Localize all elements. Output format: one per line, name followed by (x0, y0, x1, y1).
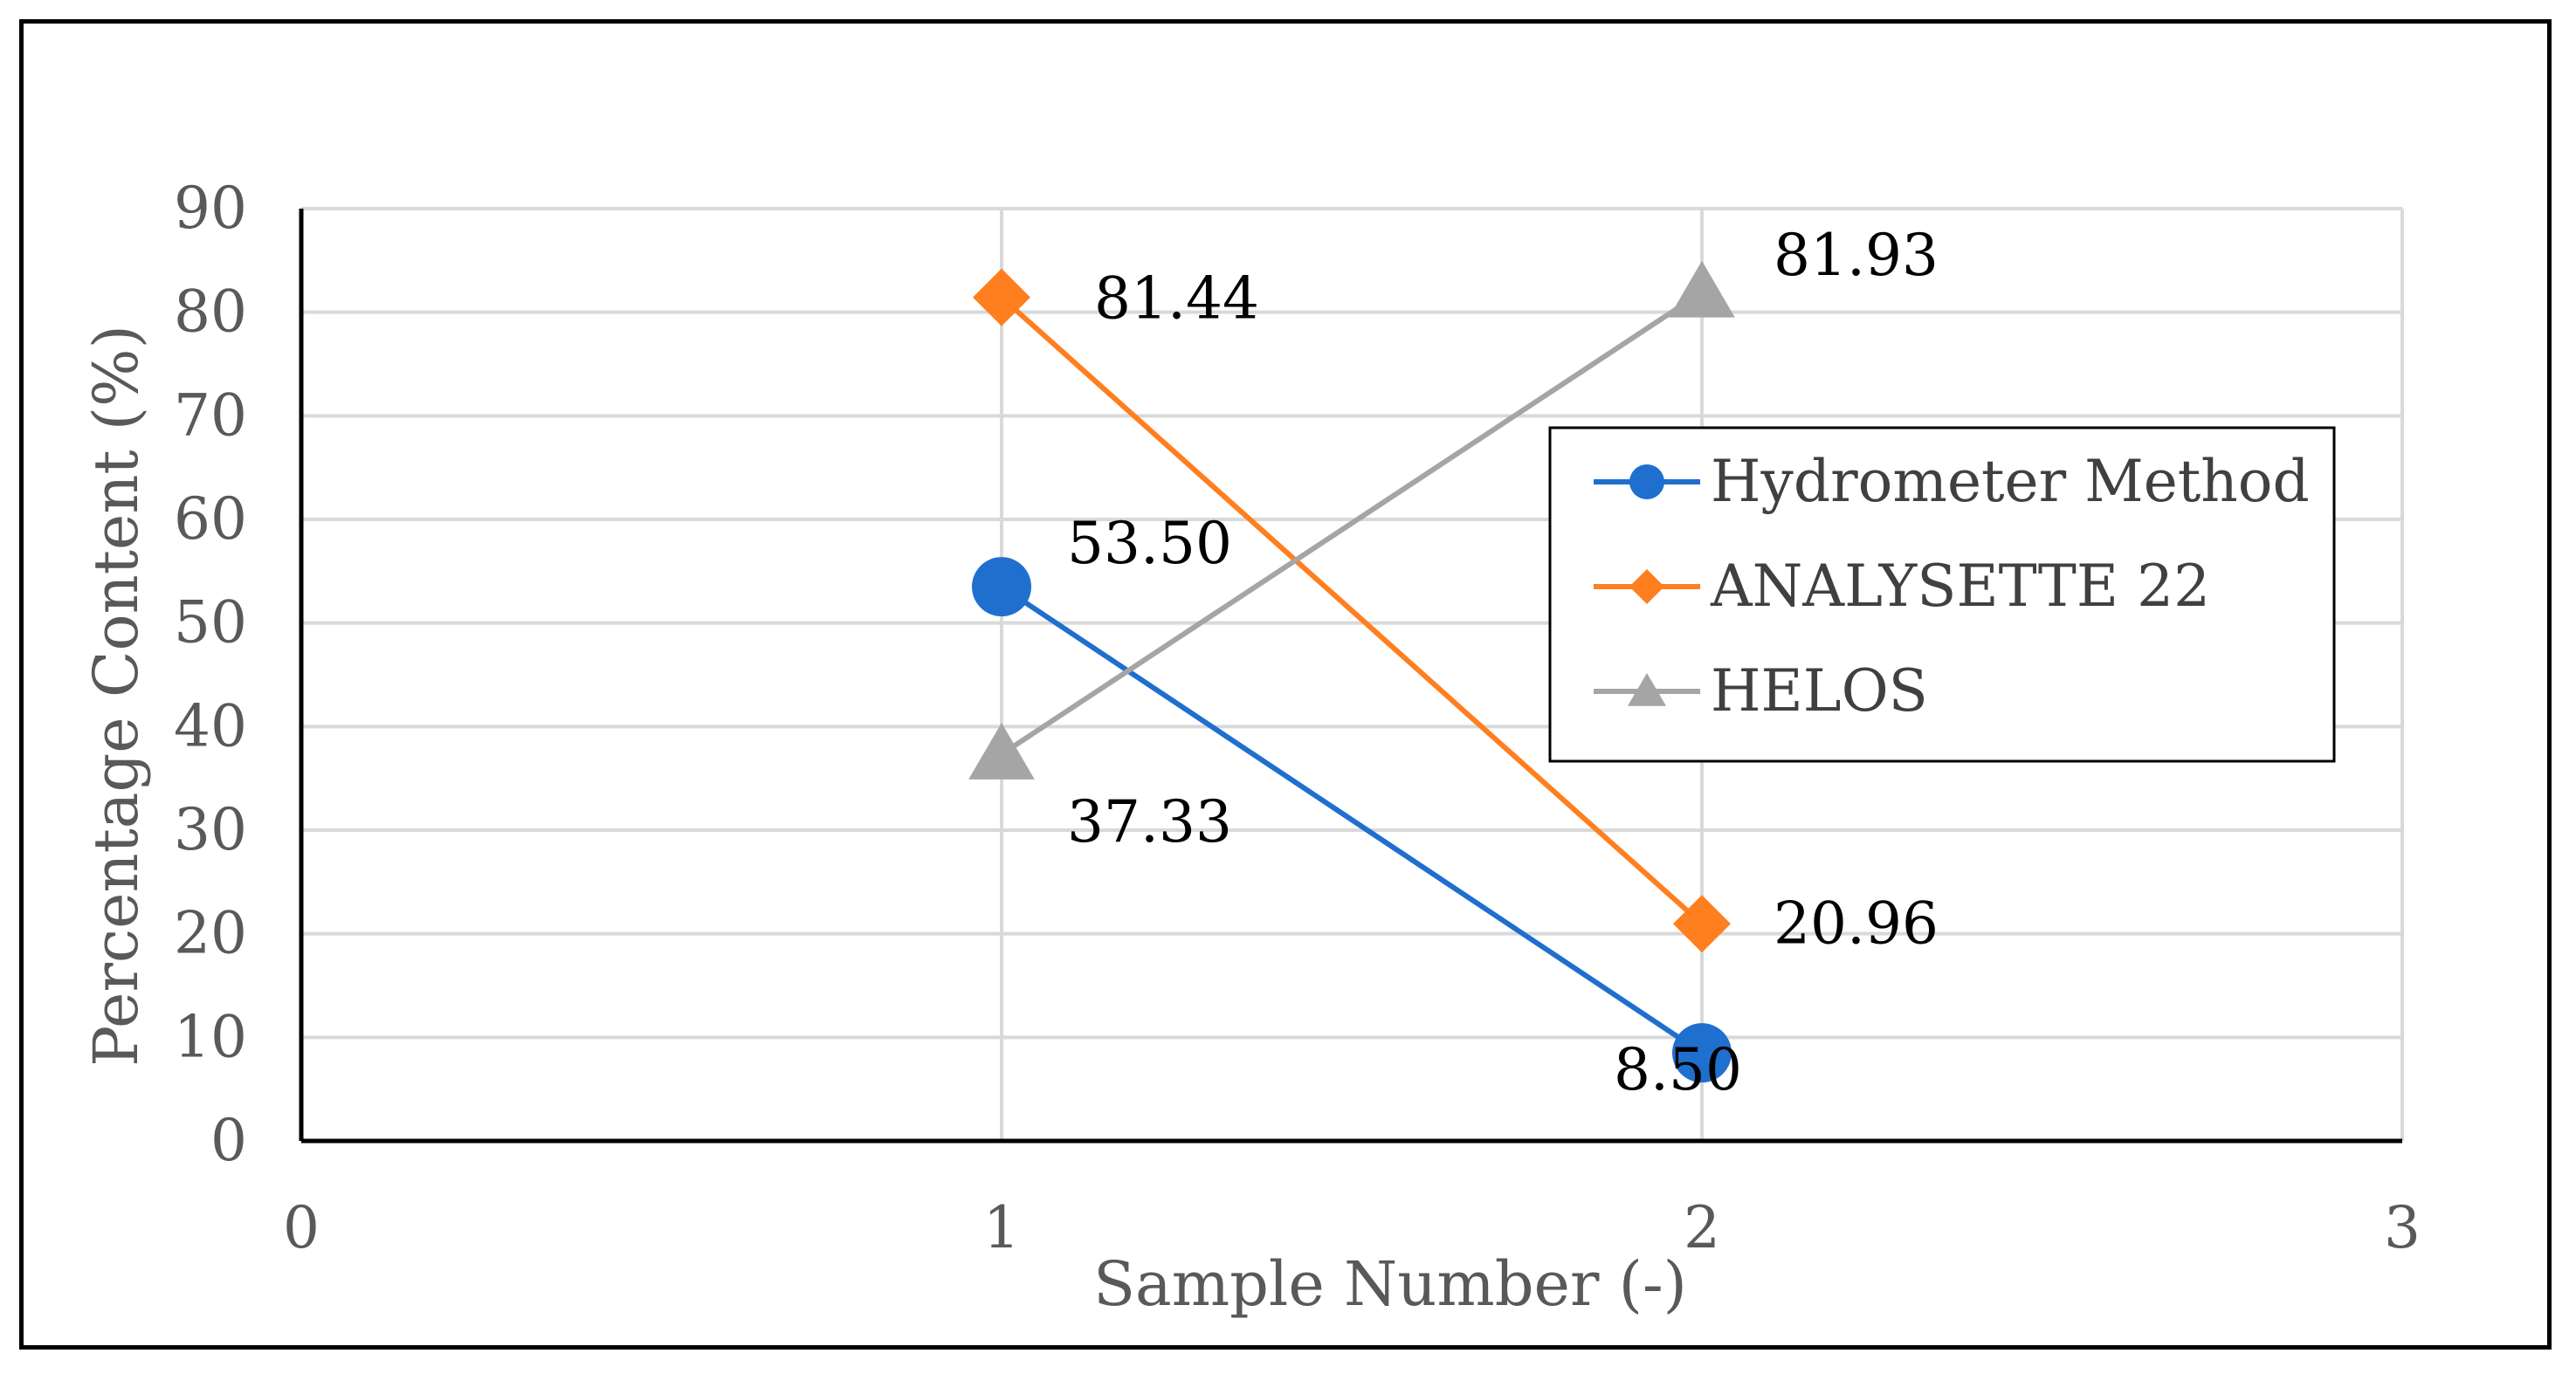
y-tick-label: 40 (174, 692, 247, 759)
y-tick-label: 0 (210, 1107, 247, 1174)
data-point (973, 268, 1030, 326)
y-tick-label: 50 (174, 589, 247, 656)
x-tick-label: 1 (983, 1194, 1020, 1261)
data-label: 81.44 (1094, 265, 1259, 333)
series-line (1000, 290, 1704, 757)
data-point (1672, 1023, 1732, 1083)
data-point (1673, 895, 1731, 953)
grid-layer (301, 207, 2404, 1141)
legend-marker (1629, 569, 1664, 604)
y-tick-label: 90 (174, 175, 247, 242)
y-tick-label: 60 (174, 485, 247, 553)
legend-label: ANALYSETTE 22 (1710, 553, 2210, 620)
data-point (968, 723, 1035, 780)
legend-label: HELOS (1711, 657, 1928, 725)
legend: Hydrometer Method ANALYSETTE 22 HELOS (1548, 426, 2336, 763)
data-label: 20.96 (1774, 890, 1939, 957)
data-point (1669, 260, 1735, 318)
data-label: 37.33 (1067, 788, 1232, 855)
data-label: 53.50 (1067, 510, 1232, 577)
x-tick-label: 3 (2384, 1194, 2421, 1261)
x-tick-label: 2 (1684, 1194, 1720, 1261)
data-label: 8.50 (1614, 1036, 1742, 1103)
series-line (999, 295, 1705, 926)
data-label: 81.93 (1774, 222, 1939, 289)
series-layer (968, 260, 1735, 1083)
x-tick-label: 0 (283, 1194, 320, 1261)
y-tick-label: 80 (174, 278, 247, 346)
y-tick-label: 70 (174, 381, 247, 449)
y-axis-title: Percentage Content (%) (80, 325, 152, 1067)
data-point (972, 557, 1031, 617)
y-tick-label: 20 (174, 900, 247, 967)
y-tick-label: 10 (174, 1003, 247, 1070)
legend-marker (1627, 673, 1667, 706)
legend-label: Hydrometer Method (1711, 448, 2310, 515)
x-axis-title: Sample Number (-) (1093, 1248, 1687, 1320)
chart-frame: 0 10 20 30 40 50 60 70 80 90 0 1 2 3 Sample Number (-)… (19, 19, 2552, 1350)
y-tick-label: 30 (174, 796, 247, 863)
chart-svg: 0 10 20 30 40 50 60 70 80 90 0 1 2 3 Sample Number (-)… (80, 175, 2421, 1320)
label-layer: 53.50 8.50 81.44 20.96 37.33 81.93 (1067, 222, 1939, 1103)
legend-marker (1629, 464, 1664, 499)
axis-layer: 0 10 20 30 40 50 60 70 80 90 0 1 2 3 Sample Number (-)… (80, 175, 2421, 1320)
series-line (1000, 584, 1704, 1055)
